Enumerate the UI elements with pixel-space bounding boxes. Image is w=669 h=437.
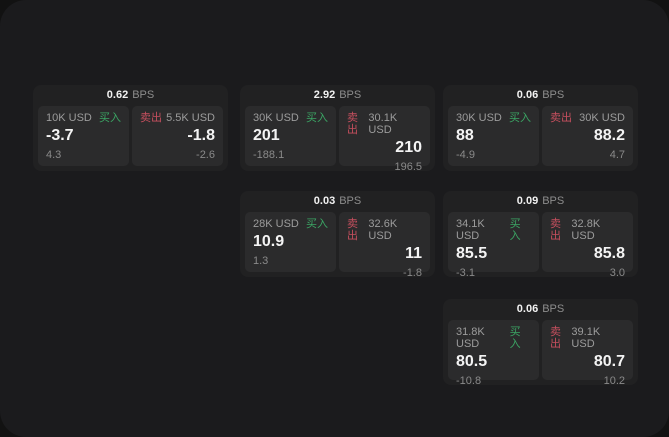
buy-label: 买入 [306,218,328,230]
buy-panel[interactable]: 30K USD 买入 201 -188.1 [245,106,336,166]
sell-panel[interactable]: 卖出 5.5K USD -1.8 -2.6 [132,106,223,166]
spread-header: 0.62 BPS [38,85,223,106]
sell-price: 210 [395,139,422,156]
buy-size: 10K USD [46,112,92,124]
sell-label: 卖出 [550,326,561,350]
spread-header: 0.03 BPS [245,191,430,212]
spread-unit: BPS [132,89,155,101]
sell-panel[interactable]: 卖出 32.6K USD 11 -1.8 [339,212,430,279]
spread-value: 0.62 [106,89,129,101]
spread-unit: BPS [339,195,362,207]
sell-size: 32.8K USD [571,218,601,242]
sell-size: 30.1K USD [368,112,398,136]
sell-label: 卖出 [550,112,572,124]
sell-price: 80.7 [593,353,625,370]
quote-body: 30K USD 买入 201 -188.1 卖出 30.1K USD 210 1… [245,106,430,173]
quote-body: 10K USD 买入 -3.7 4.3 卖出 5.5K USD -1.8 -2.… [38,106,223,166]
buy-label: 买入 [509,218,521,242]
buy-label: 买入 [99,112,121,124]
buy-price: 10.9 [253,233,285,250]
buy-price: 201 [253,127,280,144]
sell-delta: 4.7 [609,149,625,161]
buy-size: 30K USD [456,112,502,124]
sell-size: 5.5K USD [166,112,215,124]
spread-value: 0.06 [516,89,539,101]
spread-header: 0.06 BPS [448,85,633,106]
sell-panel[interactable]: 卖出 32.8K USD 85.8 3.0 [542,212,633,279]
sell-size: 39.1K USD [571,326,601,350]
sell-label: 卖出 [550,218,561,242]
buy-price: 80.5 [456,353,488,370]
spread-unit: BPS [542,303,565,315]
sell-label: 卖出 [347,218,358,242]
sell-price: 88.2 [593,127,625,144]
sell-delta: 10.2 [603,375,625,387]
sell-delta: 3.0 [609,267,625,279]
buy-panel[interactable]: 30K USD 买入 88 -4.9 [448,106,539,166]
sell-panel[interactable]: 卖出 39.1K USD 80.7 10.2 [542,320,633,387]
buy-label: 买入 [509,112,531,124]
quote-card: 0.06 BPS 30K USD 买入 88 -4.9 卖出 30K USD 8… [443,85,638,171]
buy-price: -3.7 [46,127,74,144]
spread-unit: BPS [542,195,565,207]
sell-delta: -1.8 [403,267,422,279]
sell-price: -1.8 [187,127,215,144]
sell-size: 32.6K USD [368,218,398,242]
buy-delta: -3.1 [456,267,475,279]
spread-header: 2.92 BPS [245,85,430,106]
buy-price: 85.5 [456,245,488,262]
quote-card: 0.06 BPS 31.8K USD 买入 80.5 -10.8 卖出 39.1… [443,299,638,387]
quote-card: 0.03 BPS 28K USD 买入 10.9 1.3 卖出 32.6K US… [240,191,435,279]
buy-panel[interactable]: 10K USD 买入 -3.7 4.3 [38,106,129,166]
spread-header: 0.06 BPS [448,299,633,320]
spread-value: 0.09 [516,195,539,207]
buy-delta: -4.9 [456,149,475,161]
quote-body: 28K USD 买入 10.9 1.3 卖出 32.6K USD 11 -1.8 [245,212,430,279]
quote-card: 0.62 BPS 10K USD 买入 -3.7 4.3 卖出 5.5K USD… [33,85,228,171]
buy-size: 31.8K USD [456,326,485,350]
quote-card: 0.09 BPS 34.1K USD 买入 85.5 -3.1 卖出 32.8K… [443,191,638,279]
buy-panel[interactable]: 34.1K USD 买入 85.5 -3.1 [448,212,539,279]
sell-panel[interactable]: 卖出 30.1K USD 210 196.5 [339,106,430,173]
spread-value: 0.03 [313,195,336,207]
sell-price: 11 [405,245,422,262]
sell-delta: -2.6 [196,149,215,161]
sell-panel[interactable]: 卖出 30K USD 88.2 4.7 [542,106,633,166]
buy-price: 88 [456,127,474,144]
buy-label: 买入 [509,326,521,350]
quote-body: 30K USD 买入 88 -4.9 卖出 30K USD 88.2 4.7 [448,106,633,166]
buy-delta: -188.1 [253,149,285,161]
sell-size: 30K USD [579,112,625,124]
spread-value: 2.92 [313,89,336,101]
buy-label: 买入 [306,112,328,124]
buy-size: 30K USD [253,112,299,124]
spread-header: 0.09 BPS [448,191,633,212]
sell-label: 卖出 [347,112,358,136]
spread-unit: BPS [542,89,565,101]
spread-unit: BPS [339,89,362,101]
buy-panel[interactable]: 28K USD 买入 10.9 1.3 [245,212,336,272]
quote-card: 2.92 BPS 30K USD 买入 201 -188.1 卖出 30.1K … [240,85,435,173]
sell-label: 卖出 [140,112,162,124]
buy-delta: 1.3 [253,255,269,267]
buy-size: 28K USD [253,218,299,230]
sell-price: 85.8 [593,245,625,262]
buy-delta: 4.3 [46,149,62,161]
quote-body: 34.1K USD 买入 85.5 -3.1 卖出 32.8K USD 85.8… [448,212,633,279]
buy-panel[interactable]: 31.8K USD 买入 80.5 -10.8 [448,320,539,387]
buy-size: 34.1K USD [456,218,485,242]
spread-value: 0.06 [516,303,539,315]
buy-delta: -10.8 [456,375,482,387]
sell-delta: 196.5 [394,161,422,173]
quote-body: 31.8K USD 买入 80.5 -10.8 卖出 39.1K USD 80.… [448,320,633,387]
